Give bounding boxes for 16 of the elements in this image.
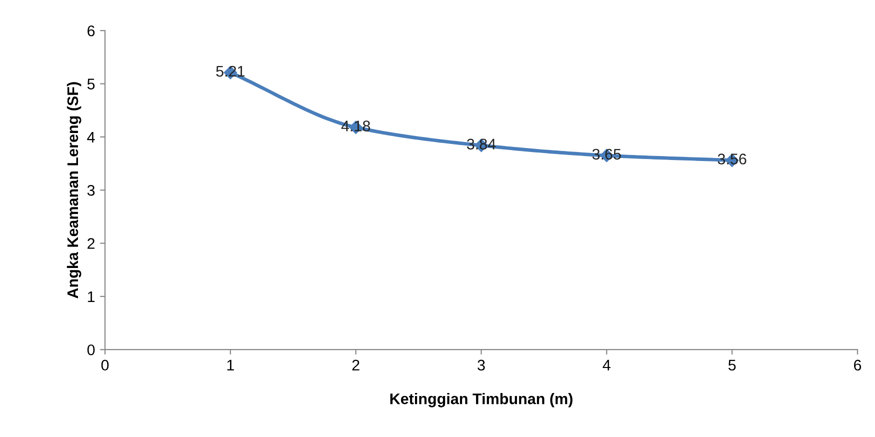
x-tick-label: 2 <box>352 360 360 370</box>
x-tick-label: 0 <box>101 360 109 371</box>
y-tick-label: 1 <box>88 291 95 302</box>
x-tick-label: 6 <box>854 360 862 371</box>
x-tick-label: 5 <box>728 360 736 371</box>
x-tick-label: 3 <box>478 360 485 371</box>
y-tick-label: 4 <box>87 132 95 142</box>
y-axis-title: Angka Keamanan Lereng (SF) <box>66 82 82 298</box>
y-tick-label: 3 <box>87 184 95 196</box>
y-tick-label: 2 <box>88 238 95 249</box>
x-tick-label: 4 <box>602 360 610 370</box>
y-tick-label: 0 <box>87 344 95 356</box>
y-tick-label: 6 <box>88 25 95 36</box>
y-tick-label: 5 <box>87 78 95 90</box>
x-axis-title: Ketinggian Timbunan (m) <box>390 393 572 408</box>
x-tick-label: 1 <box>227 360 234 370</box>
